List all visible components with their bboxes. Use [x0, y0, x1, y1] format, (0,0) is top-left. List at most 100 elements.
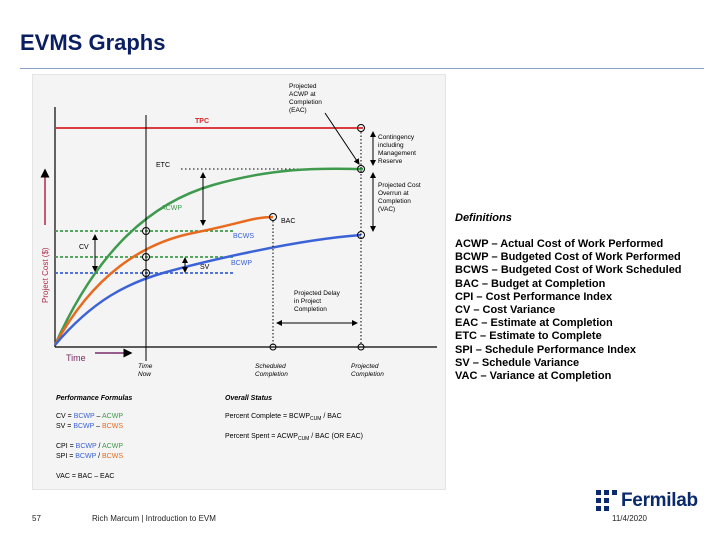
- performance-formulas-title: Performance Formulas: [56, 395, 132, 402]
- projected-delay-line: Completion: [294, 306, 327, 313]
- bcws-curve: [53, 215, 274, 346]
- definition-item: CPI – Cost Performance Index: [455, 290, 613, 303]
- eac-pointer: [324, 112, 360, 165]
- percent-spent-text: Percent Spent = ACWP: [225, 433, 298, 440]
- percent-complete-text: Percent Complete = BCWP: [225, 413, 310, 420]
- definition-item: BCWS – Budgeted Cost of Work Scheduled: [455, 264, 682, 277]
- definitions-title: Definitions: [455, 212, 512, 224]
- sv-formula-bcwp: BCWP: [73, 423, 94, 430]
- contingency-annotation: Contingency including Management Reserve: [378, 134, 418, 165]
- x-axis-label: Time: [66, 353, 86, 363]
- projected-completion-line-text: Completion: [351, 371, 384, 378]
- bac-label: BAC: [281, 218, 295, 225]
- cv-formula-lhs: CV =: [56, 413, 74, 420]
- sv-formula-op: –: [94, 423, 102, 430]
- percent-spent-formula: Percent Spent = ACWPCUM / BAC (OR EAC): [225, 433, 363, 442]
- projected-completion-point: [357, 343, 365, 351]
- definition-item: BAC – Budget at Completion: [455, 277, 606, 290]
- definition-item: BCWP – Budgeted Cost of Work Performed: [455, 251, 681, 264]
- cv-formula-rhs: ACWP: [102, 413, 123, 420]
- fermilab-logo-icon: [596, 490, 617, 511]
- sv-label: SV: [200, 264, 210, 271]
- percent-spent-sub: CUM: [298, 436, 309, 442]
- time-now-line-text: Now: [138, 371, 152, 378]
- spi-formula-rhs: BCWS: [102, 453, 123, 460]
- projected-acwp-line: (EAC): [289, 107, 307, 114]
- cpi-formula-lhs: CPI =: [56, 443, 76, 450]
- contingency-line: Management: [378, 150, 416, 157]
- bcwp-curve: [54, 233, 362, 346]
- spi-formula-op: /: [96, 453, 102, 460]
- acwp-label: ACWP: [161, 205, 182, 212]
- sv-formula: SV = BCWP – BCWS: [56, 423, 123, 430]
- definition-item: ETC – Estimate to Complete: [455, 330, 602, 343]
- fermilab-logo: Fermilab: [596, 488, 698, 514]
- bac-point: [269, 213, 277, 221]
- scheduled-completion-line-text: Completion: [255, 371, 288, 378]
- definition-item: CV – Cost Variance: [455, 304, 556, 317]
- slide-title: EVMS Graphs: [20, 30, 166, 55]
- cpi-formula-op: /: [97, 443, 102, 450]
- cv-label: CV: [79, 244, 89, 251]
- projected-completion-label: Projected Completion: [351, 363, 384, 378]
- time-now-label: Time Now: [138, 363, 154, 378]
- percent-complete-sub: CUM: [310, 416, 321, 422]
- evms-graph-figure: Project Cost ($) Time TPC ETC ACWP BAC B…: [32, 74, 446, 490]
- projected-overrun-line: Overrun at: [378, 190, 409, 197]
- footer-author: Rich Marcum | Introduction to EVM: [92, 514, 216, 523]
- projected-overrun-line: Projected Cost: [378, 182, 421, 189]
- tpc-label: TPC: [195, 118, 209, 125]
- bcws-label: BCWS: [233, 233, 254, 240]
- bcws-point: [142, 253, 150, 261]
- percent-complete-formula: Percent Complete = BCWPCUM / BAC: [225, 413, 342, 422]
- fermilab-logo-text: Fermilab: [621, 490, 698, 511]
- bcwp-point: [142, 269, 150, 277]
- spi-formula-lhs: SPI =: [56, 453, 75, 460]
- title-divider: [20, 68, 704, 69]
- sv-formula-lhs: SV =: [56, 423, 73, 430]
- vac-formula: VAC = BAC – EAC: [56, 473, 114, 480]
- spi-formula-bcwp: BCWP: [75, 453, 96, 460]
- projected-acwp-line: Completion: [289, 99, 322, 106]
- projected-overrun-annotation: Projected Cost Overrun at Completion (VA…: [378, 182, 422, 213]
- sv-formula-rhs: BCWS: [102, 423, 123, 430]
- y-axis-label: Project Cost ($): [41, 247, 50, 303]
- page-number: 57: [32, 514, 41, 523]
- projected-acwp-annotation: Projected ACWP at Completion (EAC): [289, 83, 324, 114]
- spi-formula: SPI = BCWP / BCWS: [56, 453, 123, 460]
- etc-label: ETC: [156, 162, 170, 169]
- cv-formula-op: –: [95, 413, 102, 420]
- bcwp-label: BCWP: [231, 260, 252, 267]
- definition-item: ACWP – Actual Cost of Work Performed: [455, 238, 664, 250]
- contingency-line: Reserve: [378, 158, 403, 165]
- tpc-end-point: [357, 124, 365, 132]
- definition-item: VAC – Variance at Completion: [455, 370, 612, 383]
- projected-delay-line: Projected Delay: [294, 290, 341, 297]
- definitions-panel: Definitions ACWP – Actual Cost of Work P…: [455, 212, 705, 384]
- projected-overrun-line: (VAC): [378, 206, 395, 213]
- projected-completion-line-text: Projected: [351, 363, 379, 370]
- definitions-list: ACWP – Actual Cost of Work Performed BCW…: [455, 238, 705, 383]
- cpi-formula: CPI = BCWP / ACWP: [56, 443, 123, 450]
- acwp-point: [142, 227, 150, 235]
- projected-delay-annotation: Projected Delay in Project Completion: [294, 290, 342, 313]
- scheduled-completion-label: Scheduled Completion: [255, 363, 288, 378]
- cv-formula: CV = BCWP – ACWP: [56, 413, 123, 420]
- projected-overrun-line: Completion: [378, 198, 411, 205]
- overall-status-title: Overall Status: [225, 395, 272, 402]
- definition-item: EAC – Estimate at Completion: [455, 317, 613, 330]
- definition-item: SV – Schedule Variance: [455, 356, 580, 369]
- eac-point: [357, 165, 365, 173]
- footer-date: 11/4/2020: [612, 514, 647, 523]
- projected-delay-line: in Project: [294, 298, 321, 305]
- time-now-line-text: Time: [138, 363, 153, 370]
- definition-item: SPI – Schedule Performance Index: [455, 343, 636, 356]
- projected-acwp-line: Projected: [289, 83, 317, 90]
- evms-graph: Project Cost ($) Time TPC ETC ACWP BAC B…: [40, 83, 437, 480]
- percent-complete-tail: / BAC: [321, 413, 341, 420]
- cv-formula-bcwp: BCWP: [74, 413, 95, 420]
- cpi-formula-rhs: ACWP: [102, 443, 123, 450]
- contingency-line: Contingency: [378, 134, 415, 141]
- percent-spent-tail: / BAC (OR EAC): [309, 433, 363, 440]
- scheduled-completion-line-text: Scheduled: [255, 363, 286, 370]
